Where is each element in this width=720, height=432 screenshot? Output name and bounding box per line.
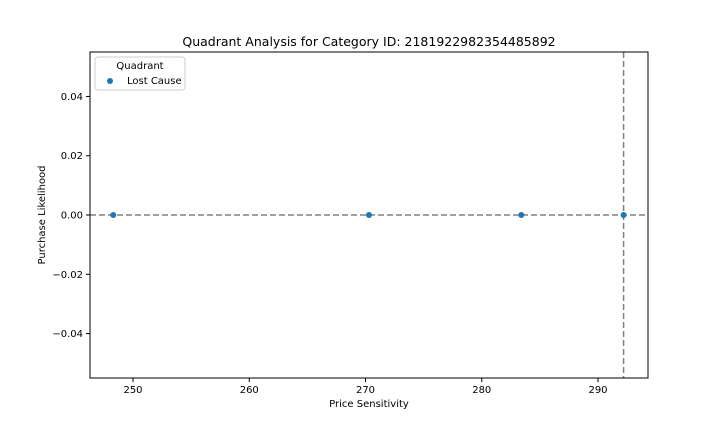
plot-area: 250 260 270 280 290 0.04 0.02 0.00 −0.02 −0.04 <box>52 51 649 396</box>
data-point-3 <box>518 212 525 218</box>
data-point-4 <box>620 212 627 218</box>
legend-box <box>94 56 186 91</box>
y-axis-label: Purchase Likelihood <box>37 165 48 264</box>
chart-title: Quadrant Analysis for Category ID: 21819… <box>182 34 555 49</box>
y-tick-label-0: 0.04 <box>61 92 83 103</box>
data-point-2 <box>366 212 372 218</box>
legend-marker <box>107 78 113 84</box>
y-tick-label-4: −0.04 <box>52 329 83 340</box>
legend-title: Quadrant <box>116 61 163 72</box>
x-tick-label-290: 290 <box>588 385 607 396</box>
x-tick-label-250: 250 <box>123 385 142 396</box>
y-tick-label-2: 0.00 <box>61 211 83 222</box>
x-tick-label-260: 260 <box>240 385 259 396</box>
legend: Quadrant Lost Cause <box>94 56 186 91</box>
y-tick-label-3: −0.02 <box>52 270 83 281</box>
legend-label: Lost Cause <box>127 76 182 87</box>
x-tick-label-270: 270 <box>356 385 375 396</box>
y-tick-label-1: 0.02 <box>61 151 83 162</box>
x-tick-label-280: 280 <box>472 385 491 396</box>
x-axis-label: Price Sensitivity <box>329 399 409 410</box>
data-point-1 <box>110 212 117 218</box>
